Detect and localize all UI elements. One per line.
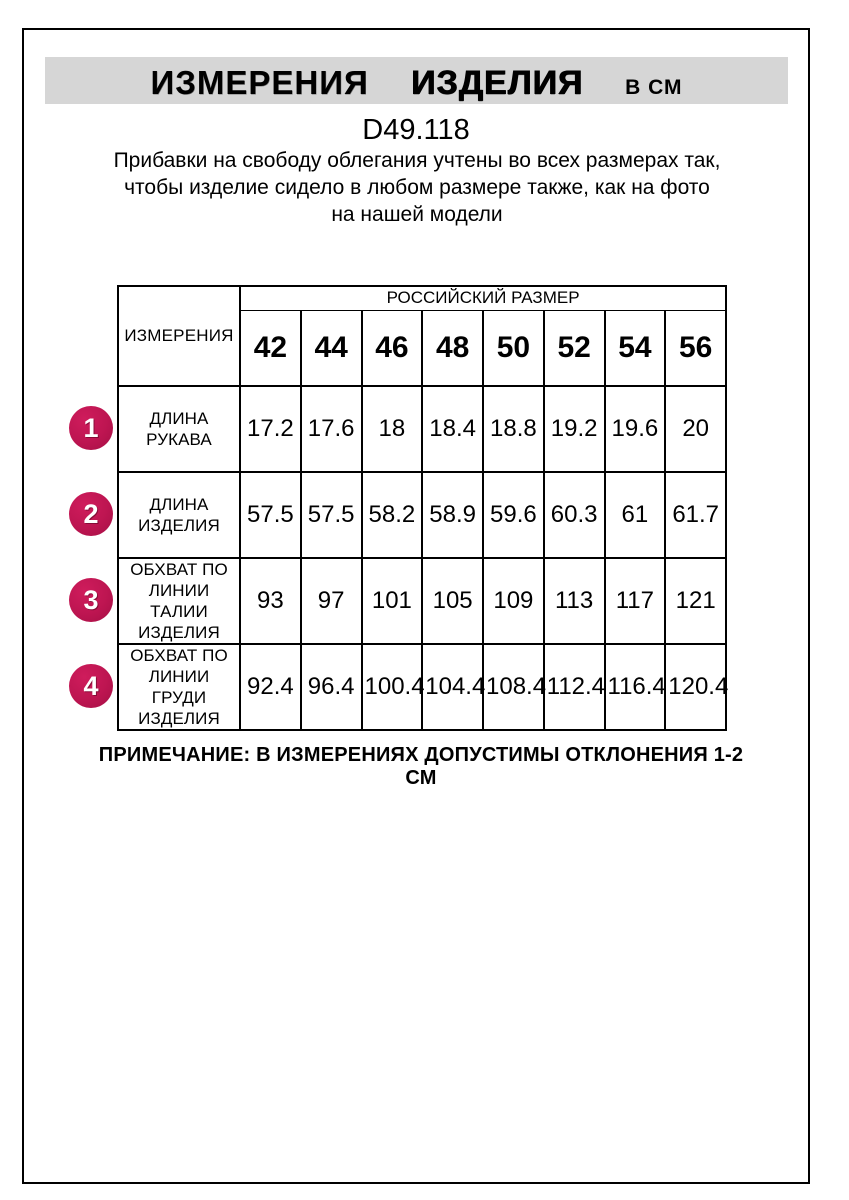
- size-col-header: 42: [239, 309, 302, 387]
- model-code: D49.118: [362, 114, 470, 146]
- table-row-sleeve-length: ДЛИНА РУКАВА 17.2 17.6 18 18.4 18.8 19.2…: [117, 385, 728, 473]
- value-cell: 109: [482, 557, 545, 645]
- value-cell: 92.4: [239, 643, 302, 731]
- value-cell: 113: [542, 557, 606, 645]
- value-cell: 18.8: [482, 385, 545, 473]
- row-number-badge-2: 2: [69, 492, 113, 536]
- row-number-badge-3: 3: [69, 578, 113, 622]
- value-cell: 19.2: [542, 385, 606, 473]
- measurement-label: ДЛИНА РУКАВА: [117, 385, 241, 473]
- title-word-product: ИЗДЕЛИЯ: [410, 64, 584, 102]
- value-cell: 97: [299, 557, 363, 645]
- table-row-product-length: ДЛИНА ИЗДЕЛИЯ 57.5 57.5 58.2 58.9 59.6 6…: [117, 471, 728, 559]
- value-cell: 101: [360, 557, 424, 645]
- measurement-label: ДЛИНА ИЗДЕЛИЯ: [117, 471, 241, 559]
- value-cell: 57.5: [299, 471, 363, 559]
- value-cell: 61.7: [664, 471, 728, 559]
- table-corner-header: ИЗМЕРЕНИЯ: [117, 285, 241, 387]
- measurement-label: ОБХВАТ ПО ЛИНИИ ТАЛИИ ИЗДЕЛИЯ: [117, 557, 241, 645]
- table-group-header: РОССИЙСКИЙ РАЗМЕР: [238, 285, 728, 311]
- size-col-header: 52: [542, 309, 606, 387]
- value-cell: 117: [603, 557, 667, 645]
- value-cell: 116.4: [603, 643, 667, 731]
- value-cell: 17.6: [299, 385, 363, 473]
- value-cell: 93: [239, 557, 302, 645]
- row-number-badge-4: 4: [69, 664, 113, 708]
- value-cell: 20: [664, 385, 728, 473]
- value-cell: 58.9: [421, 471, 484, 559]
- value-cell: 96.4: [299, 643, 363, 731]
- size-col-header: 46: [360, 309, 424, 387]
- value-cell: 18.4: [421, 385, 484, 473]
- tolerance-note: ПРИМЕЧАНИЕ: В ИЗМЕРЕНИЯХ ДОПУСТИМЫ ОТКЛО…: [98, 744, 744, 789]
- value-cell: 112.4: [542, 643, 606, 731]
- value-cell: 19.6: [603, 385, 667, 473]
- value-cell: 59.6: [482, 471, 545, 559]
- size-col-header: 50: [482, 309, 545, 387]
- value-cell: 17.2: [239, 385, 302, 473]
- value-cell: 120.4: [664, 643, 728, 731]
- value-cell: 57.5: [239, 471, 302, 559]
- value-cell: 61: [603, 471, 667, 559]
- title-unit-label: В СМ: [625, 76, 683, 99]
- fit-description: Прибавки на свободу облегания учтены во …: [113, 149, 721, 226]
- size-col-header: 48: [421, 309, 484, 387]
- title-banner: ИЗМЕРЕНИЯ ИЗДЕЛИЯ В СМ: [45, 57, 788, 104]
- value-cell: 104.4: [421, 643, 485, 731]
- size-measurement-table: ИЗМЕРЕНИЯ РОССИЙСКИЙ РАЗМЕР 42 44 46 48 …: [117, 285, 728, 731]
- value-cell: 58.2: [360, 471, 424, 559]
- value-cell: 121: [664, 557, 728, 645]
- table-row-waist-girth: ОБХВАТ ПО ЛИНИИ ТАЛИИ ИЗДЕЛИЯ 93 97 101 …: [117, 557, 728, 645]
- value-cell: 100.4: [360, 643, 425, 731]
- size-col-header: 54: [603, 309, 667, 387]
- title-word-measurements: ИЗМЕРЕНИЯ: [150, 64, 369, 101]
- value-cell: 108.4: [482, 643, 546, 731]
- size-col-header: 56: [664, 309, 728, 387]
- value-cell: 18: [360, 385, 424, 473]
- value-cell: 60.3: [542, 471, 606, 559]
- table-row-chest-girth: ОБХВАТ ПО ЛИНИИ ГРУДИ ИЗДЕЛИЯ 92.4 96.4 …: [117, 643, 728, 731]
- value-cell: 105: [421, 557, 484, 645]
- size-header-row: 42 44 46 48 50 52 54 56: [118, 309, 728, 387]
- row-number-badge-1: 1: [69, 406, 113, 450]
- size-col-header: 44: [299, 309, 363, 387]
- measurement-label: ОБХВАТ ПО ЛИНИИ ГРУДИ ИЗДЕЛИЯ: [117, 643, 241, 731]
